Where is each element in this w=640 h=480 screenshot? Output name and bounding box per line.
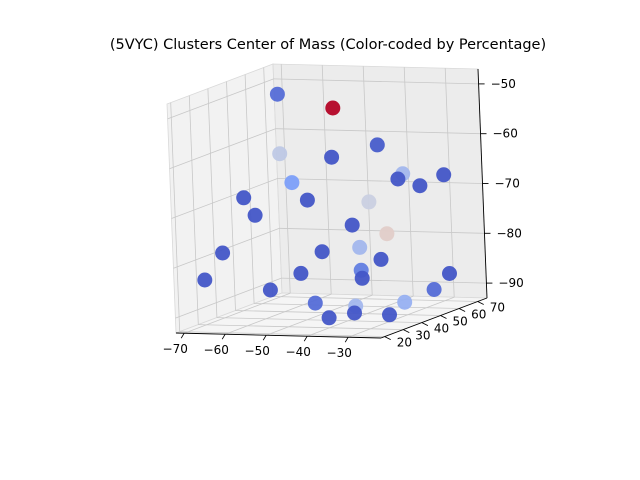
y-gridline xyxy=(235,310,441,316)
x-tick-mark xyxy=(303,335,308,342)
data-point xyxy=(426,282,442,297)
chart-title: (5VYC) Clusters Center of Mass (Color-co… xyxy=(110,37,546,53)
data-point xyxy=(390,171,406,187)
data-point xyxy=(373,251,389,267)
data-point xyxy=(324,149,340,165)
y-tick-mark xyxy=(477,301,484,305)
data-point xyxy=(321,310,337,326)
data-point xyxy=(284,175,300,191)
z-gridline xyxy=(175,277,282,319)
y-tick-mark xyxy=(421,322,429,327)
x-tick-label: −50 xyxy=(245,344,270,358)
y-tick-label: 40 xyxy=(434,322,449,336)
data-point xyxy=(412,178,428,194)
y-tick-mark xyxy=(384,336,391,341)
data-point xyxy=(361,194,377,210)
data-point xyxy=(236,190,252,206)
x-tick-label: −70 xyxy=(163,342,188,356)
data-point xyxy=(293,265,309,281)
y-tick-mark xyxy=(403,329,410,334)
y-gridline xyxy=(179,331,385,337)
data-point xyxy=(354,270,370,286)
z-tick-label: −70 xyxy=(495,177,520,191)
z-gridline xyxy=(281,277,487,284)
y-tick-label: 30 xyxy=(415,329,430,343)
y-tick-label: 60 xyxy=(471,308,486,322)
x-tick-label: −30 xyxy=(327,346,352,360)
data-point xyxy=(272,146,288,162)
data-points xyxy=(197,86,457,326)
y-gridline xyxy=(272,296,478,302)
x-axis-line xyxy=(175,332,382,339)
y-tick-label: 20 xyxy=(397,336,412,350)
y-tick-label: 50 xyxy=(453,315,468,329)
x-tick-label: −60 xyxy=(204,343,229,357)
data-point xyxy=(314,244,330,260)
x-tick-mark xyxy=(180,332,185,339)
data-point xyxy=(379,226,395,242)
z-tick-label: −80 xyxy=(497,226,522,240)
data-point xyxy=(325,100,341,116)
x-tick-label: −40 xyxy=(286,345,311,359)
data-point xyxy=(197,272,213,288)
z-tick-label: −90 xyxy=(498,276,523,290)
data-point xyxy=(397,294,413,310)
data-point xyxy=(247,207,263,223)
z-gridline xyxy=(273,78,479,85)
data-point xyxy=(262,282,278,298)
data-point xyxy=(442,266,457,281)
z-tick-label: −60 xyxy=(493,127,518,141)
axes-3d: −70 −60 −50 −40 −30 20 30 40 50 60 70 −90 −80 −70 −60 −… xyxy=(163,63,524,360)
z-tick-label: −50 xyxy=(491,77,516,91)
x-tick-mark xyxy=(262,334,267,341)
data-point xyxy=(382,307,397,323)
data-point xyxy=(269,86,285,102)
data-point xyxy=(369,137,385,153)
x-gridline xyxy=(184,292,291,334)
data-point xyxy=(307,295,323,311)
y-tick-label: 70 xyxy=(490,301,505,315)
data-point xyxy=(347,305,362,321)
data-point xyxy=(299,192,315,208)
x-tick-mark xyxy=(344,336,349,343)
y-tick-mark xyxy=(440,315,447,319)
y-tick-mark xyxy=(458,308,466,312)
z-gridline xyxy=(277,178,483,184)
y-axis-line xyxy=(380,297,488,339)
data-point xyxy=(215,245,231,261)
x-gridline xyxy=(348,296,455,338)
x-tick-mark xyxy=(221,333,226,340)
data-point xyxy=(344,217,360,233)
y-gridline xyxy=(198,324,404,330)
z-gridline xyxy=(169,128,276,170)
z-gridline xyxy=(275,128,481,135)
z-gridline xyxy=(171,178,278,219)
z-gridline xyxy=(167,78,274,120)
data-point xyxy=(352,239,368,255)
data-point xyxy=(436,167,452,183)
